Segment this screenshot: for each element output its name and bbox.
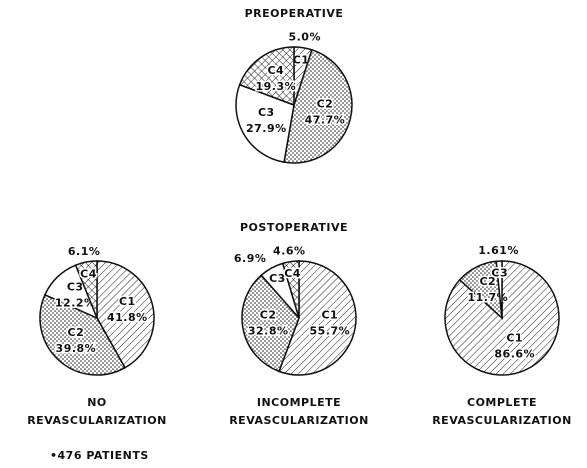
value-label: 6.9%	[234, 252, 267, 265]
pie-title: NO	[87, 396, 107, 409]
pie-slice	[96, 260, 155, 369]
category-label: C1	[293, 53, 310, 66]
value-label: 27.9%	[246, 122, 287, 135]
category-label: C2	[479, 275, 496, 288]
category-label: C4	[80, 267, 97, 280]
value-label: 41.8%	[107, 311, 148, 324]
value-label: 12.2%	[55, 296, 96, 309]
pie-slice	[238, 46, 295, 107]
pie-slice	[283, 48, 353, 164]
category-label: C3	[258, 106, 275, 119]
pie-title: REVASCULARIZATION	[27, 414, 167, 427]
category-label: C1	[321, 309, 338, 322]
pie-slice	[235, 83, 295, 164]
category-label: C1	[119, 295, 136, 308]
value-label: 4.6%	[273, 244, 306, 257]
value-label: 39.8%	[56, 342, 97, 355]
pie-title: INCOMPLETE	[257, 396, 341, 409]
pie-title: COMPLETE	[467, 396, 537, 409]
value-label: 86.6%	[494, 348, 535, 361]
pie-slice	[241, 274, 300, 373]
category-label: C2	[317, 98, 334, 111]
pie-slice	[278, 260, 357, 376]
value-label: 47.7%	[305, 114, 346, 127]
category-label: C3	[269, 272, 286, 285]
category-label: C2	[68, 326, 85, 339]
value-label: 1.61%	[478, 244, 519, 257]
category-label: C3	[67, 280, 84, 293]
pie-title: REVASCULARIZATION	[229, 414, 369, 427]
pie-slice	[39, 293, 126, 376]
footnote: •476 PATIENTS	[50, 449, 149, 462]
pie-title: PREOPERATIVE	[245, 7, 344, 20]
category-label: C4	[267, 64, 284, 77]
value-label: 6.1%	[68, 245, 101, 258]
category-label: C4	[284, 267, 301, 280]
pie-slice	[281, 260, 300, 319]
value-label: 55.7%	[310, 325, 351, 338]
pie-slice	[74, 260, 98, 319]
value-label: 5.0%	[288, 30, 321, 43]
pie-slice	[495, 260, 503, 319]
category-label: C2	[260, 309, 277, 322]
category-label: C1	[506, 332, 523, 345]
pie-title: REVASCULARIZATION	[432, 414, 572, 427]
value-label: 19.3%	[255, 80, 296, 93]
section-title: POSTOPERATIVE	[240, 221, 348, 234]
value-label: 11.7%	[467, 291, 508, 304]
value-label: 32.8%	[248, 325, 289, 338]
category-label: C3	[491, 267, 508, 280]
